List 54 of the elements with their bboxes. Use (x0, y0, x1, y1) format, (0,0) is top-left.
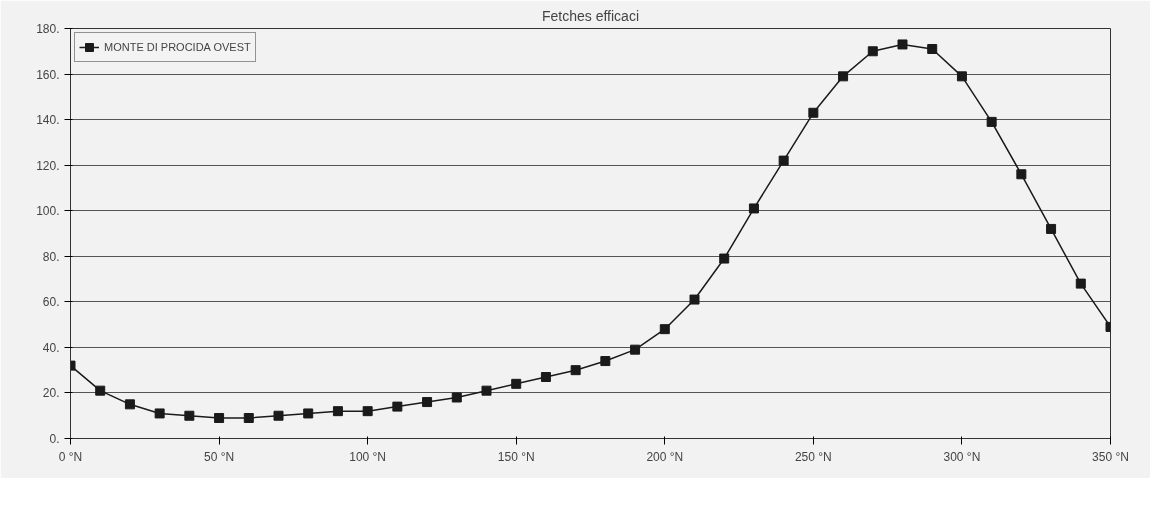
point (956, 71, 967, 82)
point (838, 71, 849, 82)
x-tick-label: 300 °N (943, 449, 981, 464)
point (124, 399, 135, 410)
x-tick-label: 100 °N (349, 449, 387, 464)
point (689, 294, 700, 305)
y-tick-label: 80. (42, 249, 60, 264)
point (748, 203, 759, 214)
point (808, 107, 819, 118)
y-tick-label: 0. (49, 432, 60, 446)
point (214, 413, 225, 423)
point (630, 344, 641, 355)
point (719, 253, 730, 264)
x-tick-label: 250 °N (794, 449, 832, 464)
point (600, 356, 611, 367)
y-tick-label: 140. (36, 113, 60, 128)
point (778, 155, 789, 166)
point (273, 410, 284, 421)
point (481, 385, 492, 396)
point (1046, 223, 1057, 234)
x-tick-label: 50 °N (204, 449, 235, 464)
point (1075, 278, 1086, 289)
x-tick-label: 0 °N (58, 449, 83, 464)
point (303, 408, 314, 419)
y-tick-label: 160. (36, 67, 60, 82)
y-tick-label: 180. (36, 22, 60, 36)
chart-title: Fetches efficaci (542, 7, 640, 24)
point (154, 408, 165, 419)
point (986, 116, 997, 127)
x-tick-label: 200 °N (646, 449, 684, 464)
point (95, 385, 106, 396)
point (362, 406, 373, 417)
point (332, 406, 343, 417)
point (659, 324, 670, 335)
point (1016, 169, 1027, 180)
point (511, 378, 522, 389)
point (897, 39, 908, 50)
point (451, 392, 462, 403)
point (540, 372, 551, 382)
y-tick-label: 100. (36, 204, 60, 219)
point (392, 401, 403, 412)
y-tick-label: 60. (42, 295, 60, 310)
x-tick-label: 150 °N (497, 449, 535, 464)
point (243, 413, 254, 423)
point (570, 365, 581, 376)
y-tick-label: 40. (42, 340, 60, 355)
point (867, 46, 878, 57)
legend-label: MONTE DI PROCIDA OVEST (104, 41, 251, 53)
point (422, 397, 433, 408)
y-tick-label: 120. (36, 158, 60, 173)
point (927, 44, 938, 54)
x-tick-label: 350 °N (1092, 449, 1129, 464)
y-tick-label: 20. (42, 386, 60, 401)
point (184, 410, 195, 421)
